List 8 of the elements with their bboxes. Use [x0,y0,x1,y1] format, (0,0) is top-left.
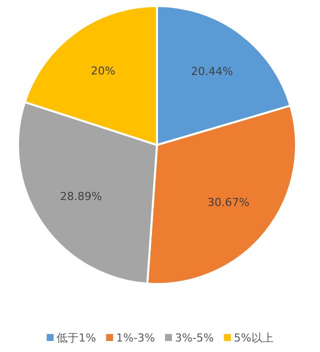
legend-label: 1%-3% [116,332,155,344]
data-label: 28.89% [60,190,102,203]
data-label: 20% [90,64,116,78]
legend-label: 3%-5% [175,332,214,344]
data-label: 20.44% [190,65,233,78]
data-label: 30.67% [208,196,250,209]
legend-label: 5%以上 [234,332,274,344]
legend-label: 低于1% [56,332,96,344]
